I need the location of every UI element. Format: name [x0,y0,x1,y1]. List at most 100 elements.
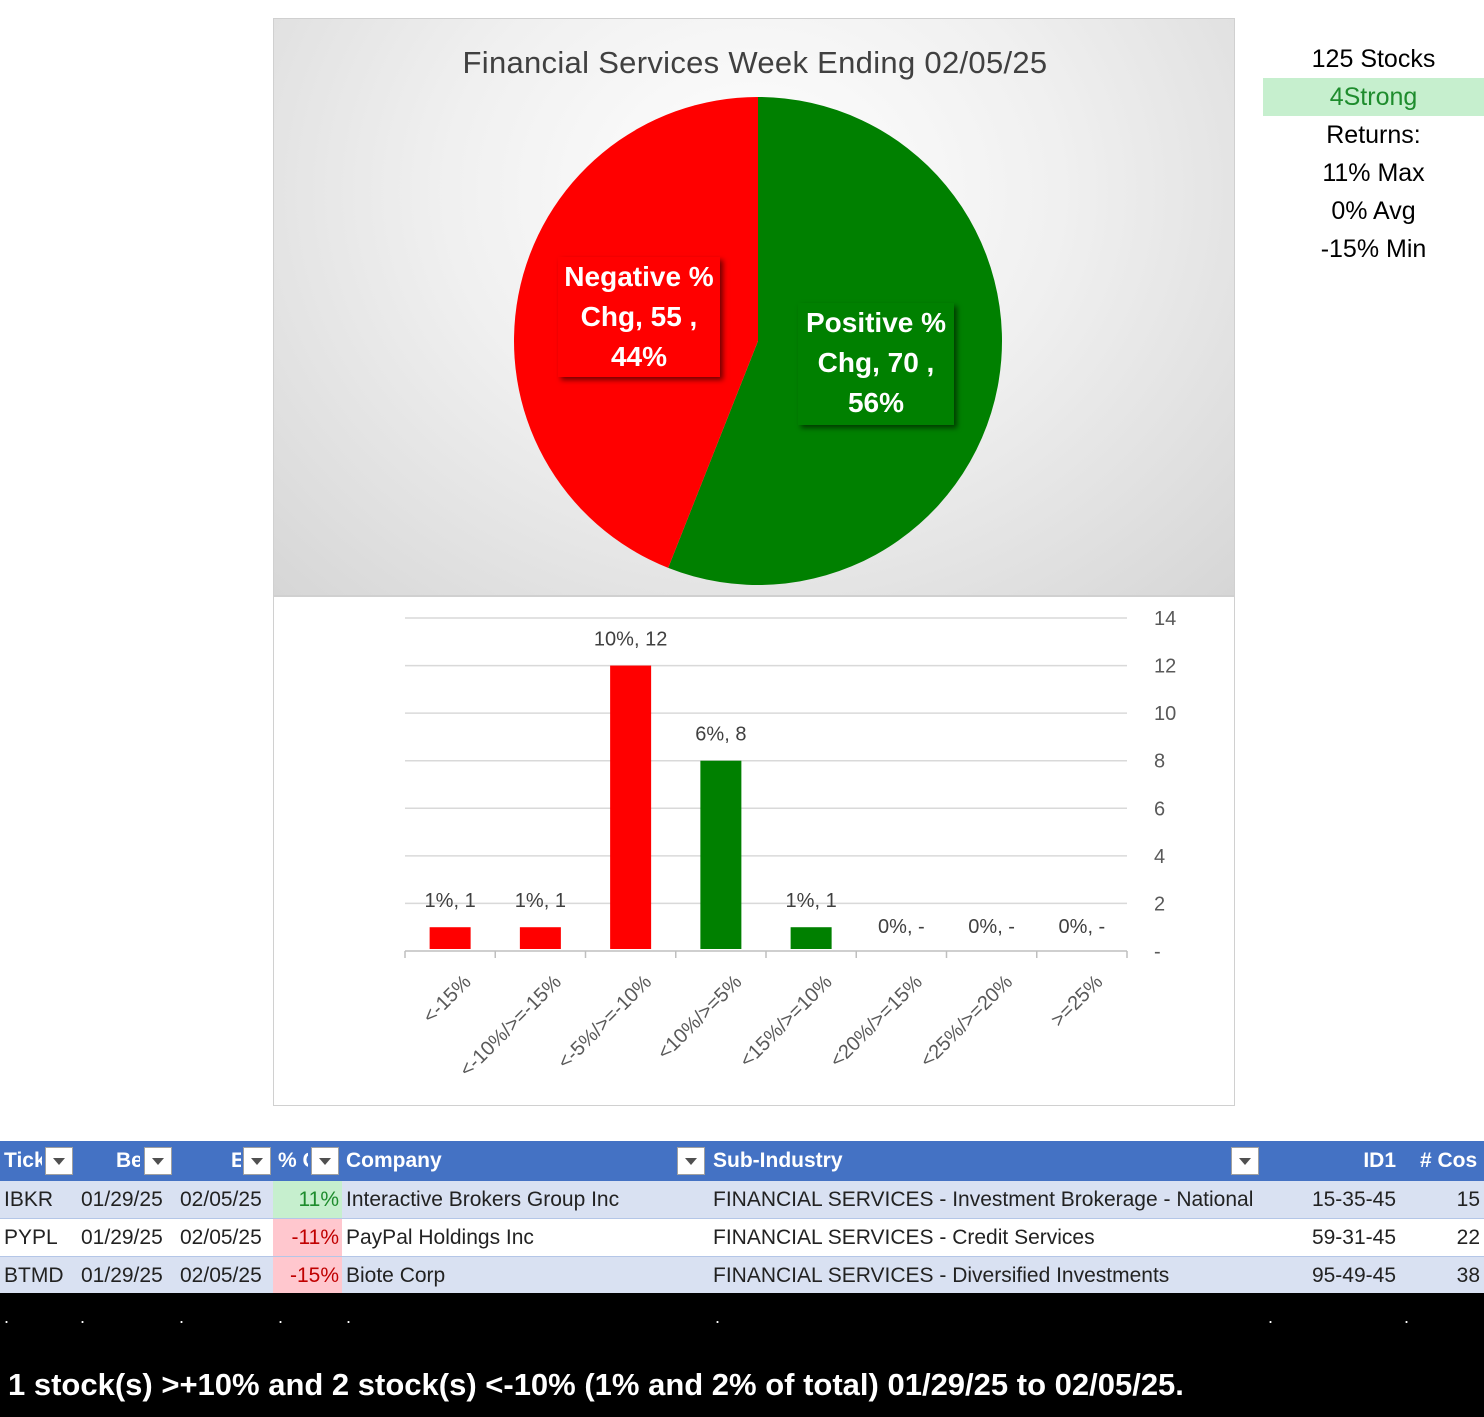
cell-id1: 95-49-45 [1311,1264,1396,1287]
y-tick-label: 6 [1154,798,1165,820]
pie-label-positive: Positive % Chg, 70 , 56% [798,303,954,425]
stat-returns-label: Returns: [1326,121,1421,149]
filter-end-button[interactable] [243,1147,271,1175]
cell-pct-change: 11% [273,1181,342,1218]
y-tick-label: 12 [1154,656,1176,678]
table-row[interactable]: PYPL 01/29/25 02/05/25 -11% PayPal Holdi… [0,1219,1484,1257]
stat-strength: 4Strong [1263,78,1484,116]
footer-summary-text: 1 stock(s) >+10% and 2 stock(s) <-10% (1… [8,1367,1184,1402]
table-header-row: Tick Be E % C Company Sub-Industry ID1 #… [0,1141,1484,1181]
bar-chart-area: -2 4 6 8 10 12 14 1%, 1 <-15% 1%, 1 <-10%/>=-15% 10… [273,596,1235,1106]
bar-data-label: 0%, - [1059,916,1106,938]
cell-ticker: IBKR [4,1188,54,1211]
summary-stats: 125 Stocks 4Strong Returns: 11% Max 0% A… [1263,40,1484,268]
bar-data-label: 6%, 8 [695,724,746,746]
stat-avg-return: 0% Avg [1331,197,1416,225]
x-tick-label: <15%/>=10% [736,971,837,1072]
filter-begin-button[interactable] [144,1147,172,1175]
cell-num-cos: 15 [1456,1188,1480,1211]
header-end: E [231,1149,241,1172]
x-tick-label: <20%/>=15% [826,971,927,1072]
y-tick-label: 14 [1154,608,1176,630]
bar-data-label: 0%, - [968,916,1015,938]
header-sub-industry: Sub-Industry [713,1149,843,1172]
cell-pct-change: -11% [273,1219,342,1256]
cell-begin-date: 01/29/25 [81,1226,163,1249]
cell-num-cos: 38 [1456,1264,1480,1287]
x-tick-label: <-5%/>=-10% [554,971,657,1074]
pie-chart-svg [514,97,1002,586]
stat-max-return: 11% Max [1322,159,1425,187]
cell-ticker: BTMD [4,1264,64,1287]
filter-ticker-button[interactable] [45,1147,73,1175]
filter-company-button[interactable] [677,1147,705,1175]
x-tick-label: <-15% [419,971,476,1028]
x-tick-label: <25%/>=20% [916,971,1017,1072]
pie-label-negative-line3: 44% [610,341,668,372]
filter-sub-industry-button[interactable] [1231,1147,1259,1175]
cell-end-date: 02/05/25 [180,1188,262,1211]
stock-table: Tick Be E % C Company Sub-Industry ID1 #… [0,1141,1484,1295]
cell-company: PayPal Holdings Inc [346,1226,534,1249]
y-tick-label: - [1154,941,1161,963]
footer-dot: . [80,1307,86,1327]
x-tick-label: >=25% [1047,971,1108,1032]
cell-num-cos: 22 [1456,1226,1480,1249]
pie-chart-title: Financial Services Week Ending 02/05/25 [462,45,1048,80]
footer-dot: . [1404,1307,1410,1327]
footer-dot: . [179,1307,185,1327]
footer-dot: . [715,1307,721,1327]
table-row[interactable]: BTMD 01/29/25 02/05/25 -15% Biote Corp F… [0,1257,1484,1295]
cell-pct-change: -15% [273,1257,342,1294]
bar [700,760,742,949]
header-ticker: Tick [4,1149,42,1172]
filter-pct-change-button[interactable] [311,1147,339,1175]
pie-label-positive-line2: Chg, 70 , [817,347,935,378]
bar-data-label: 1%, 1 [786,890,837,912]
header-begin: Be [116,1149,140,1172]
pie-label-positive-line1: Positive % [805,307,947,338]
bar [790,927,832,949]
cell-company: Interactive Brokers Group Inc [346,1188,620,1211]
stat-stock-count: 125 Stocks [1311,45,1436,73]
header-pct-change: % C [278,1149,308,1172]
bar-data-label: 10%, 12 [594,629,667,651]
stat-min-return: -15% Min [1320,235,1427,263]
table-row[interactable]: IBKR 01/29/25 02/05/25 11% Interactive B… [0,1181,1484,1219]
footer-dot: . [278,1307,284,1327]
y-tick-label: 2 [1154,893,1165,915]
header-num-cos: # Cos [1420,1149,1478,1172]
bar-data-label: 0%, - [878,916,925,938]
pie-label-negative-line2: Chg, 55 , [580,301,698,332]
bar [429,927,471,949]
y-tick-label: 8 [1154,751,1165,773]
header-company: Company [346,1149,442,1172]
pie-chart-area: Financial Services Week Ending 02/05/25 … [273,18,1235,596]
cell-sub-industry: FINANCIAL SERVICES - Credit Services [713,1226,1095,1249]
footer-dot: . [4,1307,10,1327]
summary-footer: . . . . . . . . 1 stock(s) >+10% and 2 s… [0,1293,1484,1417]
cell-sub-industry: FINANCIAL SERVICES - Investment Brokerag… [713,1188,1254,1211]
pie-label-positive-line3: 56% [847,387,905,418]
bar [519,927,561,949]
cell-end-date: 02/05/25 [180,1226,262,1249]
cell-company: Biote Corp [346,1264,446,1287]
cell-begin-date: 01/29/25 [81,1188,163,1211]
cell-ticker: PYPL [4,1226,58,1249]
pie-label-negative: Negative % Chg, 55 , 44% [558,257,720,377]
footer-dot: . [1268,1307,1274,1327]
cell-id1: 59-31-45 [1311,1226,1396,1249]
bar-data-label: 1%, 1 [515,890,566,912]
footer-dot: . [346,1307,352,1327]
y-tick-label: 4 [1154,846,1165,868]
cell-begin-date: 01/29/25 [81,1264,163,1287]
cell-id1: 15-35-45 [1311,1188,1396,1211]
cell-sub-industry: FINANCIAL SERVICES - Diversified Investm… [713,1264,1170,1287]
bar-data-label: 1%, 1 [425,890,476,912]
x-tick-label: <10%/>=5% [653,971,746,1064]
pie-label-negative-line1: Negative % [564,261,714,292]
cell-end-date: 02/05/25 [180,1264,262,1287]
bar [610,665,652,949]
header-id1: ID1 [1363,1149,1396,1172]
y-tick-label: 10 [1154,703,1176,725]
